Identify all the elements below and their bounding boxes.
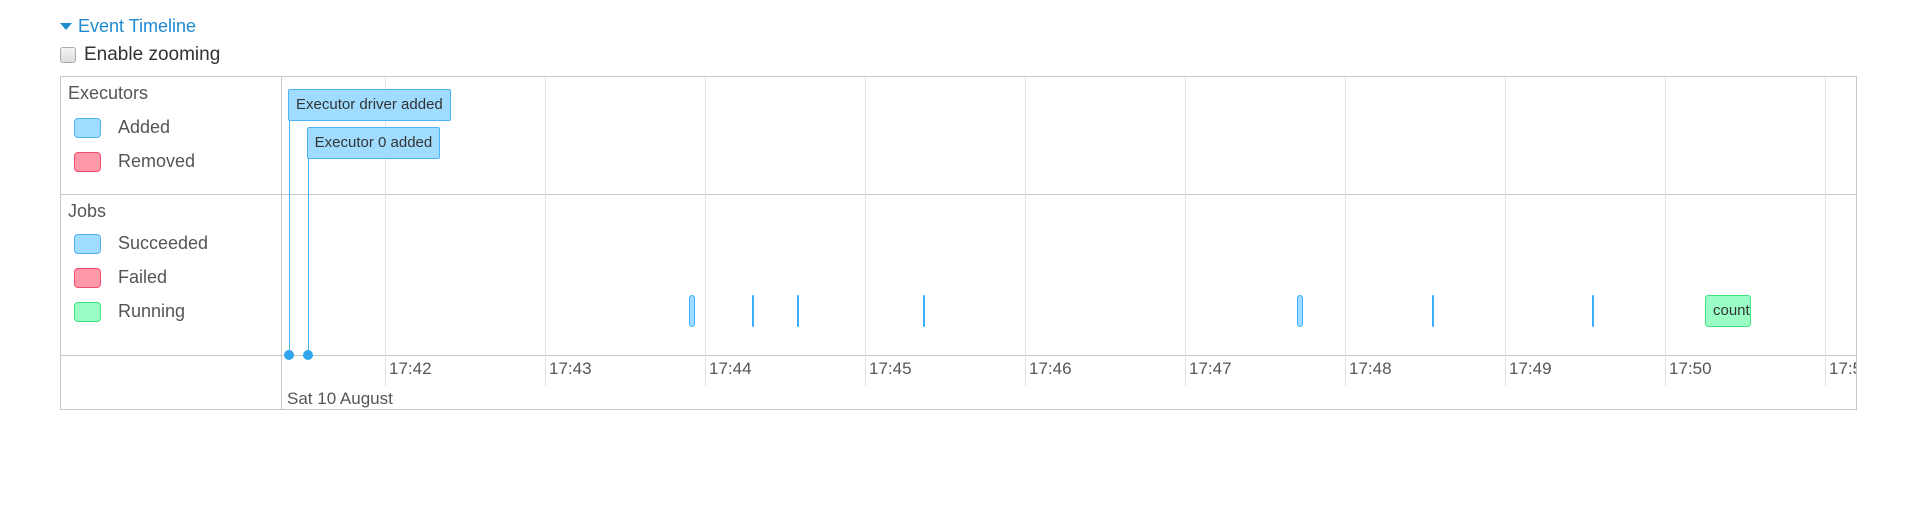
axis-tick-label: 17:44 (709, 359, 752, 378)
axis-tick-label: 17:49 (1509, 359, 1552, 378)
axis-line (61, 355, 1856, 356)
caret-down-icon (60, 23, 72, 30)
axis-tick-label: 17:48 (1349, 359, 1392, 378)
job-bar-succeeded[interactable] (922, 295, 925, 327)
grid-line (1185, 77, 1186, 386)
legend-succeeded: Succeeded (74, 233, 208, 254)
enable-zooming-row: Enable zooming (60, 44, 220, 66)
grid-line (1345, 77, 1346, 386)
grid-line (1665, 77, 1666, 386)
legend-added: Added (74, 117, 170, 138)
job-bar-succeeded[interactable] (1297, 295, 1304, 327)
legend-label: Added (118, 117, 171, 137)
executor-event-dot[interactable] (284, 350, 294, 360)
grid-line (865, 77, 866, 386)
job-bar-succeeded[interactable] (1432, 295, 1434, 327)
executors-group-label: Executors (68, 83, 149, 103)
axis-tick-label: 17:51 (1829, 359, 1856, 378)
enable-zooming-label[interactable]: Enable zooming (84, 44, 221, 65)
running-swatch (74, 301, 101, 322)
grid-line (1025, 77, 1026, 386)
axis-tick-label: 17:43 (549, 359, 592, 378)
axis-date-label: Sat 10 August (287, 389, 393, 408)
succeeded-swatch (74, 233, 101, 254)
executor-event-line (307, 159, 309, 355)
job-bar-succeeded[interactable] (797, 295, 800, 327)
legend-divider (281, 77, 282, 409)
executor-event-box[interactable]: Executor 0 added (306, 127, 441, 159)
added-swatch (74, 117, 101, 138)
grid-line (1825, 77, 1826, 386)
axis-tick-label: 17:50 (1669, 359, 1712, 378)
grid-line (1505, 77, 1506, 386)
event-timeline-title: Event Timeline (78, 16, 197, 36)
job-bar-succeeded[interactable] (1592, 295, 1594, 327)
grid-line (705, 77, 706, 386)
legend-label: Running (118, 301, 186, 321)
grid-line (545, 77, 546, 386)
executor-event-box[interactable]: Executor driver added (288, 89, 451, 121)
failed-swatch (74, 267, 101, 288)
legend-label: Failed (118, 267, 168, 287)
axis-tick-label: 17:45 (869, 359, 912, 378)
event-timeline-toggle[interactable]: Event Timeline (60, 16, 196, 37)
job-bar-succeeded[interactable] (689, 295, 696, 327)
legend-failed: Failed (74, 267, 167, 288)
enable-zooming-checkbox[interactable] (60, 47, 76, 63)
axis-tick-label: 17:47 (1189, 359, 1232, 378)
job-bar-running[interactable]: count (1705, 295, 1752, 327)
axis-tick-label: 17:46 (1029, 359, 1072, 378)
executor-event-line (289, 121, 290, 355)
jobs-group-label: Jobs (68, 201, 107, 221)
removed-swatch (74, 151, 101, 172)
grid-line (385, 77, 386, 386)
legend-removed: Removed (74, 151, 195, 172)
legend-label: Succeeded (118, 233, 209, 253)
executor-event-dot[interactable] (302, 350, 313, 360)
job-bar-succeeded[interactable] (752, 295, 754, 327)
legend-label: Removed (118, 151, 196, 171)
timeline-frame: Executors Added Removed Jobs Succeeded F… (60, 76, 1857, 410)
legend-running: Running (74, 301, 185, 322)
group-divider (61, 194, 1856, 195)
axis-tick-label: 17:42 (389, 359, 432, 378)
